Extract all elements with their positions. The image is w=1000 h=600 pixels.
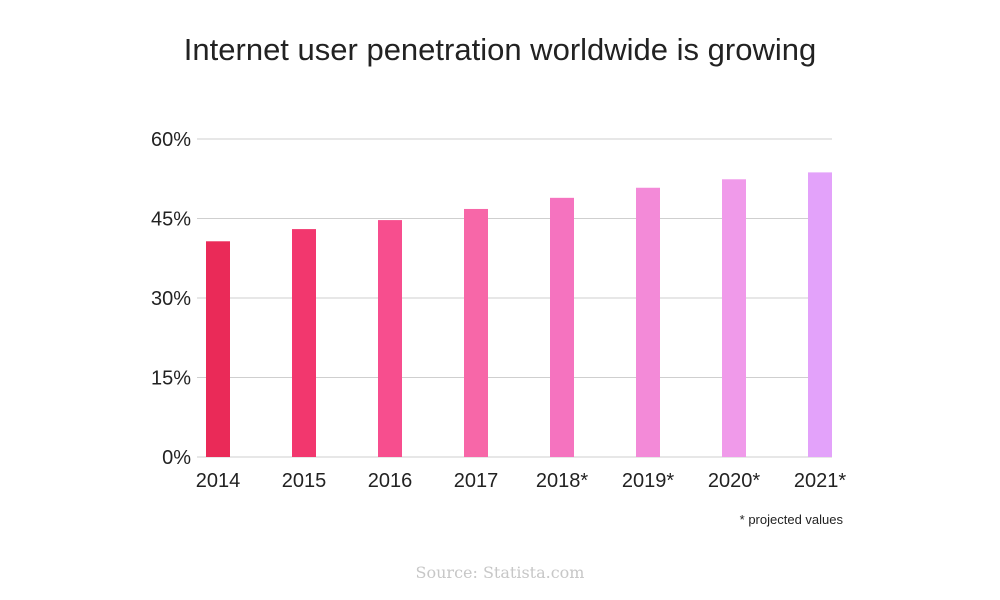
y-tick-label: 15% bbox=[151, 368, 191, 390]
bar-2016 bbox=[378, 220, 402, 457]
x-tick-label: 2017 bbox=[454, 470, 499, 492]
bar-2019 bbox=[636, 187, 660, 457]
x-tick-label: 2019* bbox=[622, 470, 674, 492]
bar-2018 bbox=[550, 197, 574, 457]
bar-2014 bbox=[206, 241, 230, 457]
x-tick-label: 2018* bbox=[536, 470, 588, 492]
x-tick-label: 2014 bbox=[196, 470, 241, 492]
bar-2015 bbox=[292, 229, 316, 457]
bar-2021 bbox=[808, 172, 832, 457]
chart-title: Internet user penetration worldwide is g… bbox=[183, 32, 817, 67]
x-axis-ticks: 2014 2015 2016 2017 2018* 2019* 2020* 2021* bbox=[196, 470, 847, 492]
y-tick-label: 0% bbox=[162, 447, 191, 469]
x-tick-label: 2020* bbox=[708, 470, 760, 492]
x-tick-label: 2015 bbox=[282, 470, 327, 492]
x-tick-label: 2021* bbox=[794, 470, 846, 492]
bar-2017 bbox=[464, 208, 488, 457]
y-tick-label: 30% bbox=[151, 288, 191, 310]
y-tick-label: 60% bbox=[151, 129, 191, 151]
y-tick-label: 45% bbox=[151, 209, 191, 231]
source-credit: Source: Statista.com bbox=[415, 563, 585, 582]
x-tick-label: 2016 bbox=[368, 470, 413, 492]
y-axis-ticks: 0% 15% 30% 45% 60% bbox=[151, 129, 191, 469]
footnote: * projected values bbox=[739, 512, 843, 527]
bar-2020 bbox=[722, 179, 746, 457]
bars bbox=[206, 172, 832, 457]
